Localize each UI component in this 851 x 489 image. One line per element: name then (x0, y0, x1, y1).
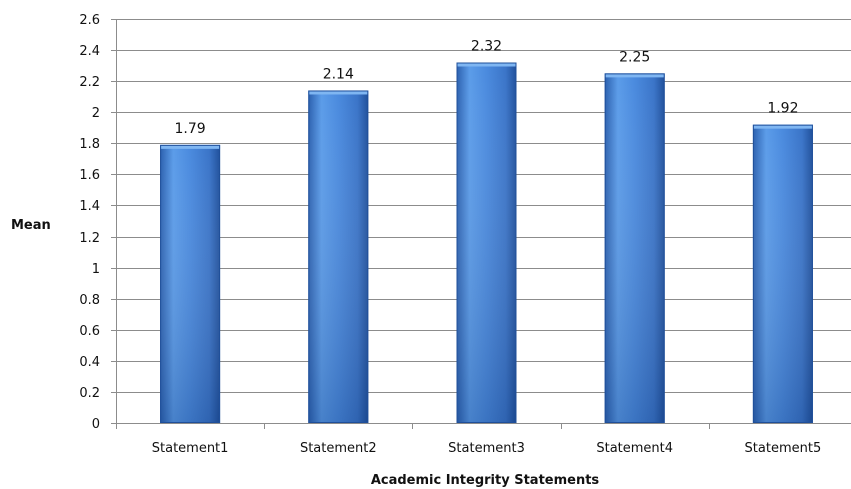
y-tick-label: 2.6 (79, 13, 100, 28)
data-label: 2.32 (471, 39, 502, 55)
axes (111, 19, 851, 429)
bar-outline (456, 62, 517, 423)
y-tick-label: 2.4 (79, 44, 100, 59)
y-tick-label: 0.8 (79, 293, 100, 308)
y-tick-label: 2 (92, 106, 100, 121)
y-axis-title: Mean (11, 218, 51, 233)
bar-top-highlight (160, 144, 221, 149)
bar-outline (752, 124, 813, 424)
bar-top-highlight (456, 62, 517, 67)
y-tick-label: 0.4 (79, 355, 100, 370)
x-tick-label: Statement1 (152, 441, 229, 456)
bar (456, 62, 517, 423)
y-tick-label: 0.2 (79, 386, 100, 401)
y-tick-label: 1 (92, 262, 100, 277)
bar (308, 90, 369, 423)
y-tick-label: 1.8 (79, 137, 100, 152)
y-tick-label: 0.6 (79, 324, 100, 339)
bar-shade (160, 144, 221, 423)
bar-outline (604, 73, 665, 423)
bar (160, 144, 221, 423)
x-tick-labels: Statement1 Statement2 Statement3 Statement4… (152, 441, 821, 456)
bars (160, 62, 813, 424)
x-tick-label: Statement3 (448, 441, 525, 456)
bar-top-highlight (604, 73, 665, 78)
y-tick-label: 2.2 (79, 75, 100, 90)
data-label: 1.92 (767, 101, 798, 117)
bar (752, 124, 813, 424)
bar-outline (160, 144, 221, 423)
x-tick-label: Statement4 (596, 441, 673, 456)
data-label: 2.25 (619, 49, 650, 65)
x-tick-label: Statement5 (745, 441, 822, 456)
bar-shade (456, 62, 517, 423)
data-label: 1.79 (175, 121, 206, 137)
y-tick-label: 1.6 (79, 168, 100, 183)
bar-shade (308, 90, 369, 423)
bar-top-highlight (752, 124, 813, 129)
data-labels: 1.79 2.14 2.32 2.25 1.92 (175, 39, 799, 137)
bar-shade (604, 73, 665, 423)
bar-top-highlight (308, 90, 369, 95)
x-tick-label: Statement2 (300, 441, 377, 456)
bar-shade (752, 124, 813, 424)
y-tick-label: 1.2 (79, 231, 100, 246)
y-tick-labels: 0 0.2 0.4 0.6 0.8 1 1.2 1.4 1.6 1.8 2 2.2 2.4 2.6 (79, 13, 100, 432)
y-tick-label: 0 (92, 417, 100, 432)
bar-outline (308, 90, 369, 423)
data-label: 2.14 (323, 66, 354, 82)
y-tick-label: 1.4 (79, 199, 100, 214)
x-axis-title: Academic Integrity Statements (371, 473, 600, 488)
bar (604, 73, 665, 423)
